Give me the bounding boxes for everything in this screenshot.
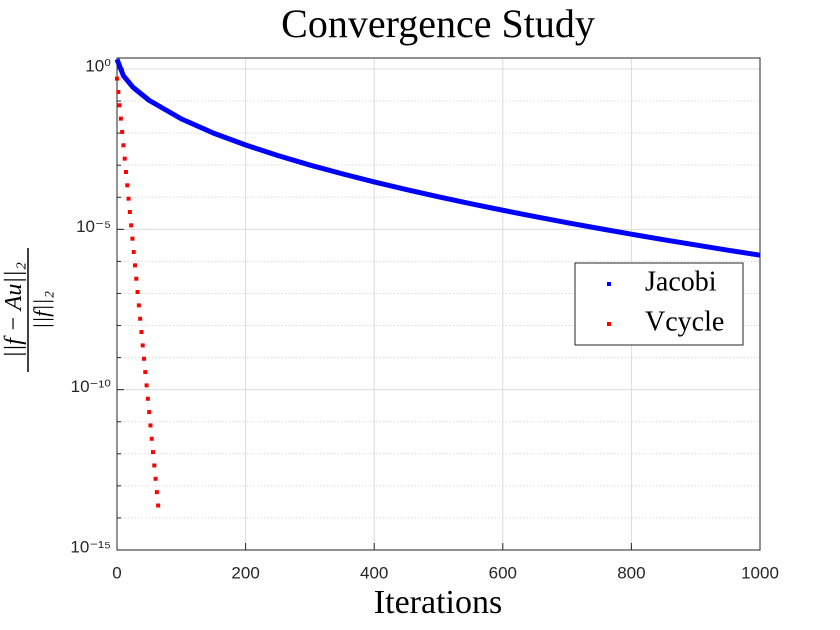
y-label-numerator: ||f − Au||₂ — [1, 262, 27, 358]
data-point — [129, 223, 134, 228]
y-tick-label: 10⁻¹⁰ — [71, 377, 112, 396]
data-point — [121, 143, 126, 148]
data-point — [144, 383, 149, 388]
data-point — [126, 196, 131, 201]
data-point — [124, 169, 129, 174]
legend-label: Jacobi — [645, 266, 717, 297]
data-point — [143, 370, 148, 375]
data-point — [117, 103, 122, 108]
data-point — [133, 263, 138, 268]
data-point — [120, 129, 125, 134]
chart-title: Convergence Study — [281, 1, 595, 46]
x-tick-label: 800 — [617, 563, 645, 582]
legend-box — [574, 262, 744, 346]
data-point — [152, 463, 157, 468]
data-point — [135, 290, 140, 295]
series-line — [114, 58, 761, 258]
x-tick-label: 600 — [489, 563, 517, 582]
data-point — [151, 450, 156, 455]
y-tick-label: 10⁻⁵ — [76, 217, 111, 236]
data-point — [130, 236, 135, 241]
x-axis-label: Iterations — [374, 584, 502, 621]
x-tick-label: 200 — [231, 563, 259, 582]
y-tick-label: 10⁻¹⁵ — [70, 537, 111, 556]
y-label-denominator: ||f||₂ — [29, 291, 54, 329]
data-point — [134, 276, 139, 281]
data-point — [125, 183, 130, 188]
y-axis-label: ||f − Au||₂ ||f||₂ — [1, 248, 54, 372]
data-point — [140, 343, 145, 348]
legend-marker — [607, 322, 611, 326]
data-point — [147, 410, 152, 415]
data-point — [136, 303, 141, 308]
legend-label: Vcycle — [645, 306, 724, 337]
data-point — [142, 356, 147, 361]
data-point — [131, 250, 136, 255]
data-point — [127, 209, 132, 214]
data-point — [116, 89, 121, 94]
x-tick-label: 400 — [360, 563, 388, 582]
data-point — [139, 330, 144, 335]
data-point — [153, 476, 158, 481]
legend-marker — [607, 282, 611, 286]
x-tick-label: 1000 — [741, 563, 779, 582]
data-point — [156, 503, 161, 508]
y-tick-label: 10⁰ — [85, 56, 111, 75]
data-point — [145, 396, 150, 401]
x-tick-label: 0 — [112, 563, 121, 582]
data-point — [115, 76, 119, 81]
data-point — [154, 490, 159, 495]
data-point — [122, 156, 127, 161]
data-point — [149, 436, 154, 441]
data-point — [148, 423, 153, 428]
axes-box — [116, 57, 761, 551]
data-point — [118, 116, 123, 121]
data-point — [138, 316, 143, 321]
